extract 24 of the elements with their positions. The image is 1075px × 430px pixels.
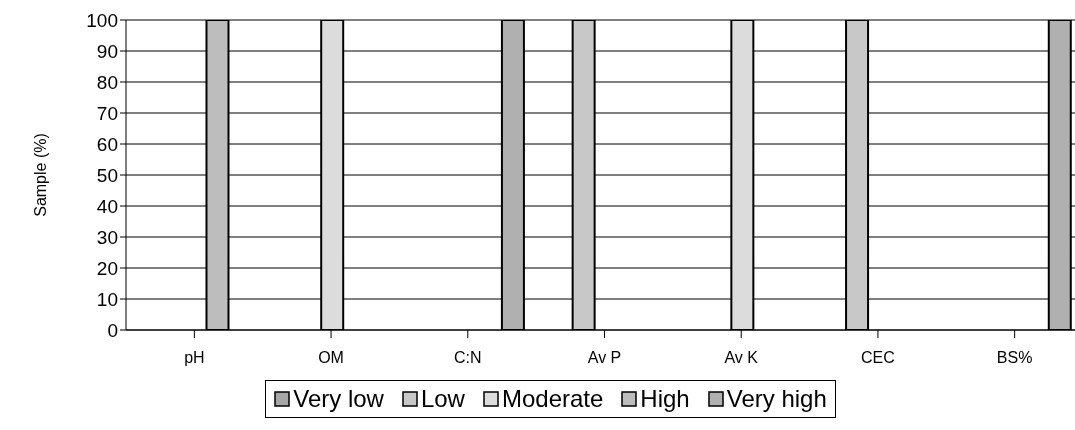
y-tick-label: 50 [96,164,118,186]
y-tick-label: 70 [96,102,118,124]
legend-label: Low [419,385,465,413]
x-tick-label: BS% [996,349,1033,367]
y-tick-label: 40 [96,195,118,217]
y-tick-label: 30 [96,226,118,248]
x-tick-label: CEC [861,349,895,367]
y-tick-label: 100 [86,9,118,31]
x-tick-label: pH [184,349,205,367]
legend-label: High [639,385,690,413]
y-axis-title: Sample (%) [31,133,49,217]
x-tick-label: Av P [587,349,622,367]
y-tick-label: 20 [96,257,118,279]
y-tick-label: 80 [96,71,118,93]
legend-label: Very low [292,385,384,413]
x-tick-label: Av K [724,349,759,367]
x-tick-label: C:N [454,349,482,367]
y-tick-label: 10 [96,288,118,310]
x-tick-label: OM [318,349,344,367]
y-tick-label: 90 [96,40,118,62]
legend-label: Very high [725,385,827,413]
legend-label: Moderate [500,385,604,413]
y-tick-label: 60 [96,133,118,155]
y-tick-label: 0 [107,319,118,341]
